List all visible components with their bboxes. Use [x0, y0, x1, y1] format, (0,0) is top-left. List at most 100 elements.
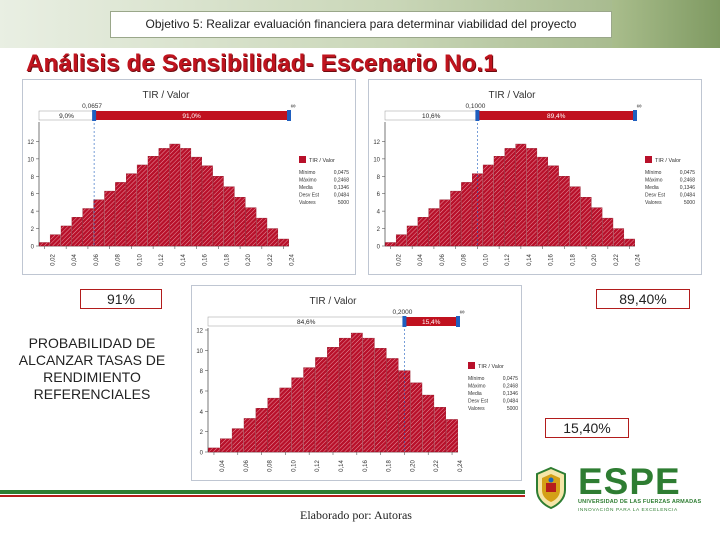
stat-value: 0,0475	[503, 376, 519, 382]
histogram-bar	[461, 182, 472, 247]
histogram-bar	[417, 217, 429, 247]
histogram-bar	[49, 234, 61, 247]
histogram-bar	[493, 156, 505, 247]
stat-value: 0,2468	[680, 178, 696, 184]
credit-text: Elaborado por: Autoras	[300, 508, 412, 522]
histogram-bar	[374, 348, 387, 453]
histogram-bar	[327, 347, 339, 453]
chart-title: TIR / Valor	[309, 296, 357, 307]
slider-handle-right	[633, 110, 637, 121]
x-tick-label: 0,14	[181, 254, 187, 266]
stat-value: 0,1346	[334, 185, 350, 191]
histogram-bar	[158, 148, 170, 247]
slider-right-segment	[477, 111, 635, 120]
histogram-bar	[315, 357, 327, 453]
histogram-bar	[279, 387, 292, 453]
x-tick-label: 0,04	[418, 254, 424, 266]
slider-handle	[92, 110, 97, 121]
chart-svg: TIR / Valor 0 2 4 6 8 10 12 0,02 0,04 0,06 0,08 0,10…	[373, 90, 696, 266]
stat-label: Máximo	[299, 178, 317, 184]
histogram-bar	[422, 394, 435, 453]
histogram-bar	[291, 377, 304, 453]
stat-label: Media	[299, 185, 313, 191]
x-tick-label: 0,18	[387, 460, 393, 472]
percent-label-91: 91%	[80, 289, 162, 309]
histogram-bar	[267, 397, 280, 453]
stat-label: Máximo	[645, 178, 663, 184]
y-tick-label: 0	[31, 245, 35, 251]
histogram-bar	[339, 337, 351, 453]
slider-max-label: ∞	[460, 309, 465, 316]
x-tick-label: 0,20	[410, 460, 416, 472]
x-tick-label: 0,10	[291, 460, 297, 472]
histogram-bar	[256, 217, 268, 247]
slider-value-label: 0,1000	[465, 103, 485, 110]
histogram-bar	[410, 382, 423, 453]
histogram-bar	[245, 207, 257, 247]
histogram-bar	[104, 190, 115, 247]
x-tick-label: 0,18	[570, 254, 576, 266]
histogram-bar	[223, 186, 235, 247]
x-tick-label: 0,22	[268, 254, 274, 266]
histogram-bar	[180, 148, 192, 247]
histogram-bar	[395, 234, 407, 247]
stat-value: 0,1346	[680, 185, 696, 191]
stat-label: Valores	[468, 406, 485, 412]
histogram-bar	[482, 164, 494, 247]
slider-left-label: 9,0%	[59, 113, 74, 120]
slider-left-label: 84,6%	[297, 319, 316, 326]
histogram-bar	[93, 199, 105, 247]
y-tick-label: 8	[377, 175, 381, 181]
footer-green-line	[0, 490, 525, 494]
stat-label: Desv Est	[468, 399, 489, 405]
x-tick-label: 0,16	[203, 254, 209, 266]
histogram-bar	[624, 238, 635, 247]
stat-label: Valores	[299, 200, 316, 206]
x-tick-label: 0,08	[462, 254, 468, 266]
stat-label: Media	[645, 185, 659, 191]
stat-label: Desv Est	[299, 193, 320, 199]
histogram-bar	[82, 208, 94, 247]
footer-red-line	[0, 495, 525, 497]
histogram-bar	[243, 418, 256, 453]
histogram-bar	[208, 447, 220, 453]
stat-value: 0,0475	[334, 170, 350, 176]
histogram-bar	[220, 438, 232, 453]
slider-handle	[475, 110, 480, 121]
histogram-bar	[278, 238, 289, 247]
slider-max-label: ∞	[637, 103, 642, 110]
histogram-bar	[515, 143, 527, 247]
x-tick-label: 0,06	[94, 254, 100, 266]
stat-label: Mínimo	[299, 170, 316, 176]
stat-value: 0,1346	[503, 391, 519, 397]
x-tick-label: 0,02	[396, 254, 402, 266]
objective-banner: Objetivo 5: Realizar evaluación financie…	[110, 11, 612, 38]
x-tick-label: 0,06	[244, 460, 250, 472]
histogram-bar	[406, 225, 418, 247]
y-tick-label: 6	[31, 192, 35, 198]
chart-title: TIR / Valor	[142, 90, 190, 101]
histogram-bar	[147, 156, 159, 247]
stat-value: 5000	[507, 406, 518, 412]
header-accent	[612, 0, 720, 48]
histogram-bar	[526, 148, 538, 247]
histogram-chart-2: TIR / Valor 0 2 4 6 8 10 12 0,02 0,04 0,06 0,08 0,10…	[368, 79, 702, 275]
slider-right-label: 91,0%	[182, 113, 201, 120]
y-tick-label: 4	[31, 210, 35, 216]
slider-value-label: 0,2000	[392, 309, 412, 316]
histogram-bar	[446, 419, 458, 453]
x-tick-label: 0,02	[50, 254, 56, 266]
histogram-bar	[434, 407, 446, 453]
stat-label: Media	[468, 391, 482, 397]
x-tick-label: 0,24	[458, 460, 464, 472]
stat-value: 0,0484	[503, 399, 519, 405]
histogram-bar	[450, 190, 461, 247]
stat-label: Máximo	[468, 384, 486, 390]
slide-title: Análisis de Sensibilidad- Escenario No.1	[26, 50, 497, 77]
histogram-bar	[362, 337, 375, 453]
histogram-bar	[267, 228, 279, 247]
espe-logo: ESPE UNIVERSIDAD DE LAS FUERZAS ARMADAS …	[530, 462, 715, 518]
probability-caption: PROBABILIDAD DE ALCANZAR TASAS DE RENDIM…	[18, 335, 166, 402]
stat-value: 0,0484	[334, 193, 350, 199]
histogram-bar	[115, 182, 126, 247]
